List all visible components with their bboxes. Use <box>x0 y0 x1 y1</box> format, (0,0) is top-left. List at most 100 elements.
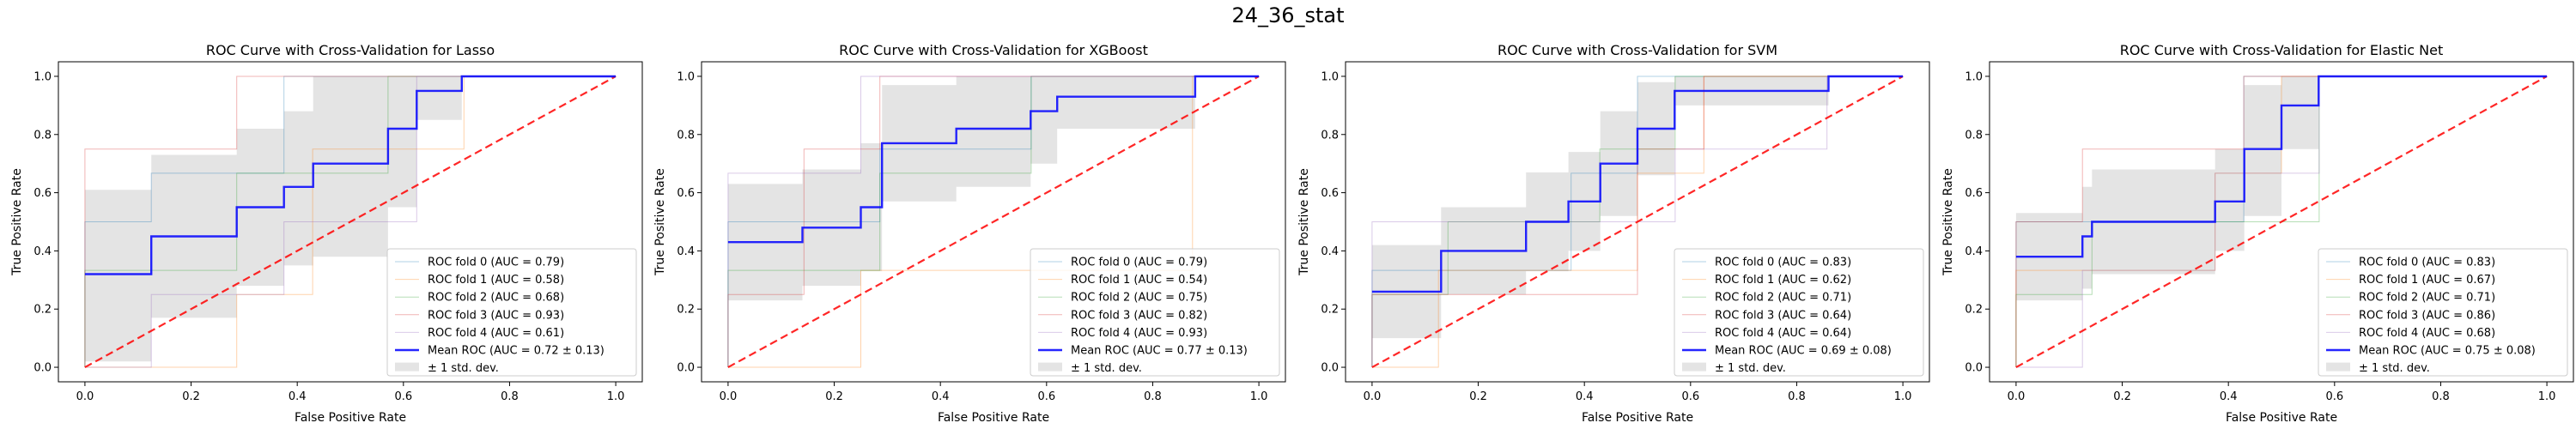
roc-panel-0: ROC Curve with Cross-Validation for Lass… <box>10 42 643 425</box>
roc-fold-1-line <box>84 76 617 368</box>
x-tick-label: 0.8 <box>2432 390 2450 403</box>
std-band <box>1371 76 1904 339</box>
x-tick-label: 0.4 <box>932 390 950 403</box>
roc-fold-2-line <box>84 76 617 367</box>
std-band <box>2015 76 2548 301</box>
plot-frame <box>1345 61 1930 383</box>
y-tick-label: 1.0 <box>1965 70 1983 83</box>
legend-entry: ROC fold 2 (AUC = 0.75) <box>1071 292 1207 305</box>
roc-fold-0-line <box>1371 76 1904 367</box>
x-tick-label: 0.6 <box>1681 390 1699 403</box>
legend-entry: ROC fold 1 (AUC = 0.67) <box>2359 274 2495 287</box>
plot-frame <box>58 61 643 383</box>
legend: ROC fold 0 (AUC = 0.79) ROC fold 1 (AUC =… <box>1030 248 1280 377</box>
std-band <box>84 76 617 362</box>
legend-entry: Mean ROC (AUC = 0.72 ± 0.13) <box>428 345 605 358</box>
chart-title: ROC Curve with Cross-Validation for SVM <box>1498 42 1777 58</box>
y-tick-label: 0.8 <box>1965 129 1983 142</box>
x-tick-label: 0.4 <box>2220 390 2238 403</box>
legend-box <box>1030 248 1280 377</box>
legend-entry: ± 1 std. dev. <box>1071 362 1142 375</box>
legend-swatch-band <box>1038 362 1062 372</box>
legend-entry: ROC fold 2 (AUC = 0.71) <box>1715 292 1851 305</box>
legend: ROC fold 0 (AUC = 0.83) ROC fold 1 (AUC =… <box>2318 248 2568 377</box>
x-tick-label: 0.0 <box>76 390 94 403</box>
legend-entry: ROC fold 2 (AUC = 0.68) <box>428 292 564 305</box>
y-tick-label: 1.0 <box>1321 70 1339 83</box>
y-tick-label: 0.0 <box>677 362 695 375</box>
y-tick-label: 0.0 <box>33 362 52 375</box>
mean-roc-line <box>2015 75 2548 258</box>
y-tick-label: 0.8 <box>1321 129 1339 142</box>
roc-fold-4-line <box>1371 76 1904 367</box>
y-axis-label: True Positive Rate <box>653 168 667 276</box>
mean-roc-line <box>727 75 1260 244</box>
legend-entry: ROC fold 2 (AUC = 0.71) <box>2359 292 2495 305</box>
figure-suptitle: 24_36_stat <box>1231 3 1345 27</box>
legend-entry: ROC fold 3 (AUC = 0.82) <box>1071 309 1207 322</box>
x-axis-label: False Positive Rate <box>938 411 1049 425</box>
legend-entry: ROC fold 0 (AUC = 0.79) <box>1071 257 1207 269</box>
roc-panel-1: ROC Curve with Cross-Validation for XGBo… <box>653 42 1286 425</box>
x-axis-label: False Positive Rate <box>295 411 406 425</box>
chance-line <box>1371 75 1904 369</box>
roc-panel-3: ROC Curve with Cross-Validation for Elas… <box>1941 42 2574 425</box>
y-tick-label: 0.6 <box>33 187 52 200</box>
y-tick-label: 0.6 <box>677 187 695 200</box>
y-tick-label: 0.6 <box>1321 187 1339 200</box>
y-tick-label: 0.4 <box>677 245 695 258</box>
x-tick-label: 0.2 <box>825 390 843 403</box>
legend-entry: ROC fold 1 (AUC = 0.58) <box>428 274 564 287</box>
std-band <box>727 76 1260 301</box>
legend-entry: ROC fold 0 (AUC = 0.83) <box>2359 257 2495 269</box>
legend-box <box>2318 248 2568 377</box>
legend-entry: ROC fold 4 (AUC = 0.93) <box>1071 327 1207 340</box>
chart-title: ROC Curve with Cross-Validation for Lass… <box>206 42 495 58</box>
x-tick-label: 0.4 <box>1576 390 1594 403</box>
x-tick-label: 0.6 <box>1037 390 1055 403</box>
legend: ROC fold 0 (AUC = 0.83) ROC fold 1 (AUC =… <box>1674 248 1924 377</box>
x-tick-label: 0.4 <box>289 390 307 403</box>
y-tick-label: 1.0 <box>677 70 695 83</box>
roc-fold-1-line <box>2015 76 2548 367</box>
x-tick-label: 0.2 <box>1469 390 1487 403</box>
x-tick-label: 1.0 <box>2538 390 2556 403</box>
y-tick-label: 0.6 <box>1965 187 1983 200</box>
mean-roc-line <box>84 75 617 275</box>
legend-entry: ROC fold 4 (AUC = 0.61) <box>428 327 564 340</box>
y-tick-label: 1.0 <box>33 70 52 83</box>
y-tick-label: 0.0 <box>1965 362 1983 375</box>
chance-line <box>2015 75 2548 369</box>
legend-swatch-band <box>1682 362 1706 372</box>
roc-fold-2-line <box>727 76 1260 367</box>
roc-fold-3-line <box>2015 76 2548 367</box>
chart-title: ROC Curve with Cross-Validation for Elas… <box>2120 42 2444 58</box>
legend-entry: ± 1 std. dev. <box>428 362 499 375</box>
legend-entry: ± 1 std. dev. <box>2359 362 2430 375</box>
y-tick-label: 0.2 <box>677 304 695 317</box>
y-tick-label: 0.4 <box>1965 245 1983 258</box>
y-axis-label: True Positive Rate <box>10 168 24 276</box>
y-tick-label: 0.2 <box>1321 304 1339 317</box>
legend-entry: ROC fold 0 (AUC = 0.83) <box>1715 257 1851 269</box>
x-axis-label: False Positive Rate <box>2226 411 2337 425</box>
chance-line <box>727 75 1260 369</box>
legend-entry: ROC fold 3 (AUC = 0.93) <box>428 309 564 322</box>
x-tick-label: 0.8 <box>1788 390 1806 403</box>
x-tick-label: 0.0 <box>720 390 738 403</box>
y-tick-label: 0.8 <box>677 129 695 142</box>
legend-entry: ROC fold 3 (AUC = 0.86) <box>2359 309 2495 322</box>
x-tick-label: 0.8 <box>1144 390 1162 403</box>
chance-line <box>84 75 617 369</box>
x-tick-label: 0.0 <box>1364 390 1382 403</box>
mean-roc-line <box>1371 75 1904 293</box>
x-tick-label: 0.2 <box>2113 390 2131 403</box>
x-tick-label: 0.6 <box>394 390 412 403</box>
y-tick-label: 0.0 <box>1321 362 1339 375</box>
roc-fold-3-line <box>84 76 617 367</box>
legend-entry: ROC fold 1 (AUC = 0.54) <box>1071 274 1207 287</box>
y-tick-label: 0.2 <box>33 304 52 317</box>
chart-title: ROC Curve with Cross-Validation for XGBo… <box>839 42 1148 58</box>
x-tick-label: 0.8 <box>501 390 519 403</box>
